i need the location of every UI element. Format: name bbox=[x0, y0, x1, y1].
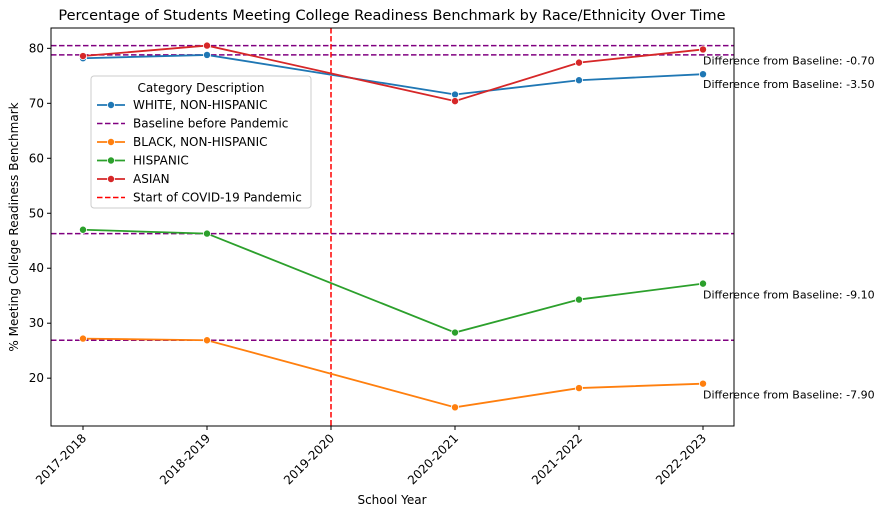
y-tick-label: 20 bbox=[29, 371, 44, 385]
series-line bbox=[82, 228, 704, 334]
data-point bbox=[699, 279, 708, 288]
legend-label: ASIAN bbox=[133, 172, 170, 186]
legend-title: Category Description bbox=[138, 81, 265, 95]
difference-annotation: Difference from Baseline: -0.70 bbox=[703, 54, 875, 67]
x-tick-label: 2022-2023 bbox=[653, 431, 709, 487]
legend-label: Baseline before Pandemic bbox=[133, 117, 288, 131]
data-point bbox=[575, 295, 584, 304]
data-point bbox=[450, 328, 459, 337]
legend-marker bbox=[107, 137, 116, 146]
data-point bbox=[79, 334, 88, 343]
data-point bbox=[202, 229, 211, 238]
data-point bbox=[450, 90, 459, 99]
data-point bbox=[575, 76, 584, 85]
x-tick-label: 2021-2022 bbox=[529, 431, 585, 487]
data-point bbox=[575, 58, 584, 67]
series-line bbox=[82, 337, 704, 409]
legend-marker bbox=[107, 101, 116, 110]
x-tick-label: 2017-2018 bbox=[33, 431, 89, 487]
data-point bbox=[450, 97, 459, 106]
data-point bbox=[699, 45, 708, 54]
legend-box bbox=[90, 75, 312, 209]
annotations-layer: Difference from Baseline: -0.70 Differenc… bbox=[703, 54, 875, 401]
data-point bbox=[699, 70, 708, 79]
difference-annotation: Difference from Baseline: -9.10 bbox=[703, 289, 875, 302]
legend-label: WHITE, NON-HISPANIC bbox=[133, 98, 267, 112]
data-point bbox=[202, 336, 211, 345]
data-point bbox=[79, 52, 88, 61]
x-axis: 2017-2018 2018-2019 2019-2020 2020-2021 2021… bbox=[33, 426, 709, 487]
series-layer bbox=[79, 41, 708, 412]
legend-label: BLACK, NON-HISPANIC bbox=[133, 135, 268, 149]
legend-label: Start of COVID-19 Pandemic bbox=[133, 191, 302, 205]
x-axis-label: School Year bbox=[357, 493, 426, 507]
y-axis-label: % Meeting College Readiness Benchmark bbox=[7, 102, 21, 351]
y-tick-label: 80 bbox=[29, 41, 44, 55]
data-point bbox=[699, 379, 708, 388]
data-point bbox=[202, 50, 211, 59]
legend-marker bbox=[107, 156, 116, 165]
difference-annotation: Difference from Baseline: -7.90 bbox=[703, 389, 875, 402]
difference-annotation: Difference from Baseline: -3.50 bbox=[703, 78, 875, 91]
data-point bbox=[450, 403, 459, 412]
y-axis: 20 30 40 50 60 70 80 bbox=[29, 41, 51, 385]
data-point bbox=[575, 384, 584, 393]
y-tick-label: 50 bbox=[29, 206, 44, 220]
y-tick-label: 30 bbox=[29, 316, 44, 330]
y-tick-label: 60 bbox=[29, 151, 44, 165]
y-tick-label: 40 bbox=[29, 261, 44, 275]
plot-area bbox=[50, 27, 735, 427]
data-point bbox=[79, 225, 88, 234]
legend-label: HISPANIC bbox=[133, 154, 189, 168]
chart-title: Percentage of Students Meeting College R… bbox=[58, 8, 725, 24]
y-tick-label: 70 bbox=[29, 96, 44, 110]
legend-marker bbox=[107, 174, 116, 183]
x-tick-label: 2019-2020 bbox=[281, 431, 337, 487]
legend: Category Description WHITE, NON-HISPANIC B… bbox=[90, 75, 312, 209]
data-point bbox=[202, 41, 211, 50]
x-tick-label: 2018-2019 bbox=[157, 431, 213, 487]
x-tick-label: 2020-2021 bbox=[405, 431, 461, 487]
